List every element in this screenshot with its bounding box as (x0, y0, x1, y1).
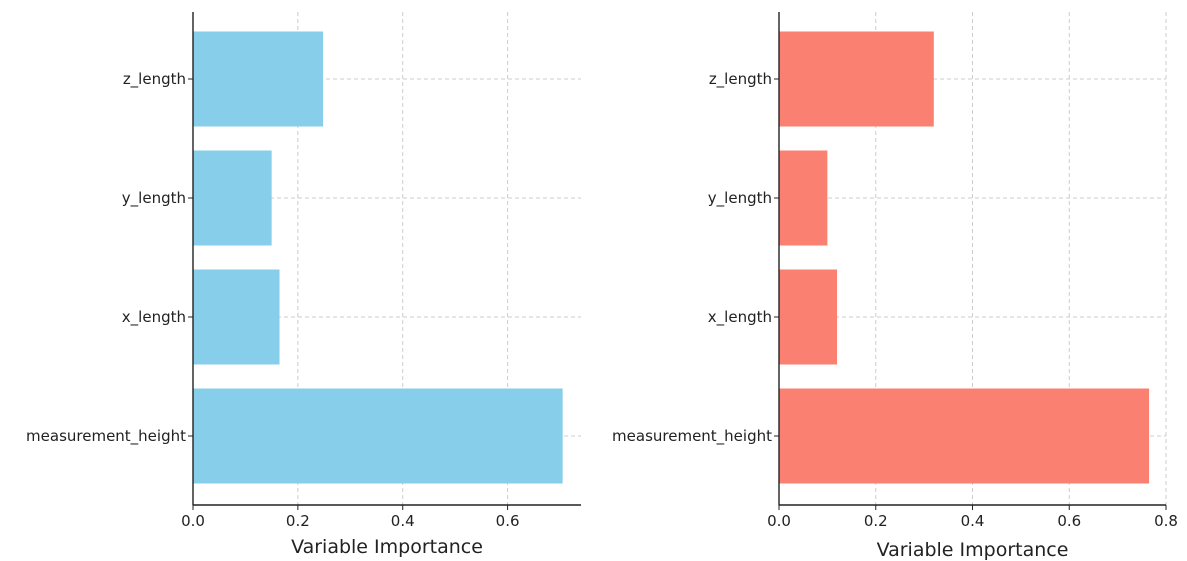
right-y-tick-label: measurement_height (612, 427, 772, 446)
left-x-tick-label: 0.2 (286, 512, 310, 530)
left-x-tick-label: 0.0 (181, 512, 205, 530)
left-y-tick-label: y_length (122, 189, 186, 208)
right-y-tick-label: x_length (708, 308, 772, 327)
right-bar-x-length (779, 269, 838, 365)
right-y-tick-label: y_length (708, 189, 772, 208)
right-x-axis-title: Variable Importance (877, 539, 1069, 561)
right-x-tick-label: 0.0 (767, 512, 791, 530)
left-bar-measurement-height (193, 388, 563, 484)
left-x-tick-label: 0.4 (391, 512, 415, 530)
left-y-tick-label: measurement_height (26, 427, 186, 446)
left-bar-y-length (193, 150, 272, 246)
right-bar-measurement-height (779, 388, 1150, 484)
right-x-tick-label: 0.6 (1057, 512, 1081, 530)
left-y-tick-label: z_length (123, 70, 186, 89)
left-y-tick-label: x_length (122, 308, 186, 327)
right-x-tick-label: 0.8 (1154, 512, 1178, 530)
right-x-tick-label: 0.2 (864, 512, 888, 530)
left-bar-x-length (193, 269, 280, 365)
left-bar-z-length (193, 31, 324, 127)
right-x-tick-label: 0.4 (961, 512, 985, 530)
left-x-tick-label: 0.6 (496, 512, 520, 530)
right-chart-panel: measurement_height x_length y_length z_leng… (612, 12, 1178, 561)
left-chart-panel: measurement_height x_length y_length z_leng… (26, 12, 581, 558)
right-bar-z-length (779, 31, 934, 127)
right-y-tick-label: z_length (709, 70, 772, 89)
right-bar-y-length (779, 150, 828, 246)
left-x-axis-title: Variable Importance (291, 536, 483, 558)
